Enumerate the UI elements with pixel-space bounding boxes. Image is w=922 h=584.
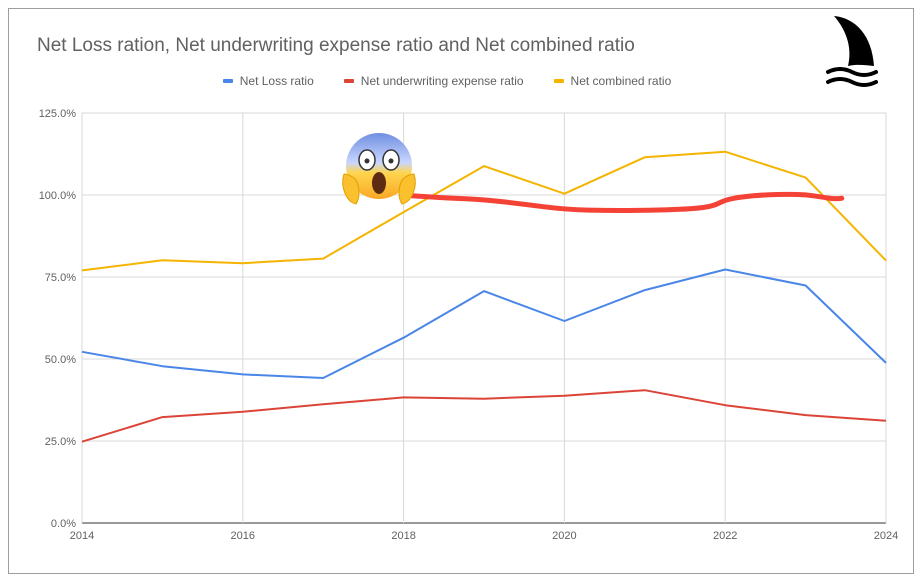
y-tick-label: 75.0% [45, 272, 76, 284]
series-line-2 [81, 150, 887, 272]
legend-label-net-underwriting: Net underwriting expense ratio [360, 74, 524, 88]
x-tick-label: 2024 [874, 530, 898, 542]
legend: Net Loss ratio Net underwriting expense … [0, 74, 922, 88]
y-tick-label: 50.0% [45, 354, 76, 366]
legend-label-net-combined: Net combined ratio [570, 74, 672, 88]
x-tick-label: 2014 [70, 530, 94, 542]
chart-title: Net Loss ration, Net underwriting expens… [37, 35, 635, 56]
chart-frame [8, 8, 914, 574]
legend-label-net-loss: Net Loss ratio [239, 74, 314, 88]
series-line-0 [81, 268, 887, 379]
legend-swatch-net-loss [222, 79, 233, 83]
y-tick-label: 0.0% [51, 518, 76, 530]
legend-swatch-net-combined [553, 79, 564, 83]
y-tick-label: 125.0% [39, 108, 77, 120]
x-tick-label: 2020 [552, 530, 576, 542]
shark-fin-icon [826, 16, 878, 87]
legend-item-net-loss[interactable]: Net Loss ratio [222, 74, 314, 88]
legend-item-net-underwriting[interactable]: Net underwriting expense ratio [343, 74, 524, 88]
y-tick-label: 100.0% [39, 190, 77, 202]
x-tick-label: 2016 [231, 530, 255, 542]
legend-item-net-combined[interactable]: Net combined ratio [553, 74, 672, 88]
series-line-1 [81, 389, 887, 443]
legend-swatch-net-underwriting [343, 79, 354, 83]
annotation-highlight-line [409, 191, 845, 213]
x-tick-label: 2018 [391, 530, 415, 542]
face-screaming-in-fear-icon [342, 133, 416, 205]
x-tick-label: 2022 [713, 530, 737, 542]
y-tick-label: 25.0% [45, 436, 76, 448]
